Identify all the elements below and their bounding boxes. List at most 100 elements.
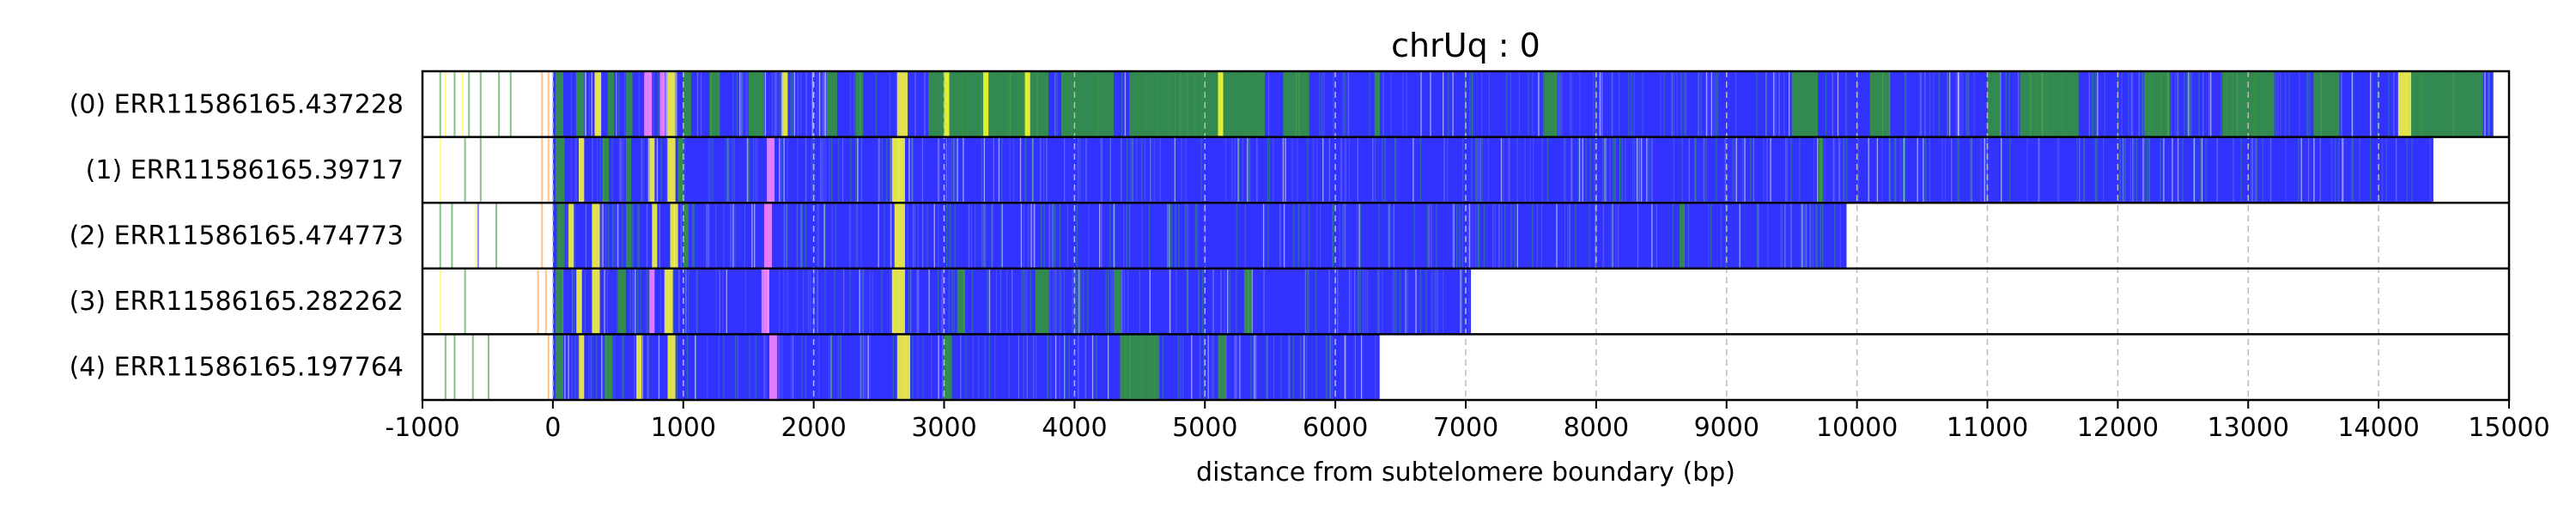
- texture-stripe: [647, 268, 649, 335]
- texture-stripe: [1507, 136, 1509, 203]
- texture-stripe: [2342, 136, 2344, 203]
- texture-stripe: [857, 136, 859, 203]
- texture-stripe: [861, 334, 863, 400]
- texture-stripe: [1951, 136, 1953, 203]
- x-tick-label: 10000: [1816, 413, 1898, 443]
- read-segment: [592, 268, 600, 335]
- texture-stripe: [1177, 334, 1180, 400]
- x-tick-label: 3000: [911, 413, 976, 443]
- texture-stripe: [862, 268, 865, 335]
- texture-stripe: [616, 203, 617, 269]
- read-segment: [782, 71, 788, 137]
- texture-stripe: [1344, 334, 1346, 400]
- texture-stripe: [1638, 136, 1640, 203]
- texture-stripe: [1817, 136, 1819, 203]
- texture-stripe: [805, 334, 807, 400]
- texture-stripe: [1200, 136, 1202, 203]
- pre-boundary-mark: [444, 71, 447, 137]
- texture-stripe: [1452, 203, 1455, 269]
- read-segment: [579, 136, 585, 203]
- texture-stripe: [1064, 334, 1066, 400]
- texture-stripe: [1415, 268, 1417, 335]
- texture-stripe: [2129, 136, 2131, 203]
- texture-stripe: [1178, 203, 1180, 269]
- texture-stripe: [638, 203, 640, 269]
- texture-stripe: [820, 136, 822, 203]
- pre-boundary-mark: [453, 334, 456, 400]
- texture-stripe: [937, 268, 939, 335]
- texture-stripe: [1615, 203, 1617, 269]
- texture-stripe: [1637, 136, 1639, 203]
- texture-stripe: [1149, 268, 1151, 335]
- texture-stripe: [1687, 203, 1689, 269]
- texture-stripe: [1262, 203, 1265, 269]
- texture-stripe: [631, 203, 633, 269]
- texture-stripe: [1614, 136, 1617, 203]
- texture-stripe: [726, 268, 727, 335]
- texture-stripe: [982, 203, 984, 269]
- read-rows: (0) ERR11586165.437228 (1) ERR11586165.39…: [70, 71, 2494, 400]
- texture-stripe: [1141, 203, 1143, 269]
- texture-stripe: [1382, 71, 1384, 137]
- read-segment: [1061, 71, 1114, 137]
- texture-stripe: [960, 334, 962, 400]
- texture-stripe: [1026, 268, 1028, 335]
- texture-stripe: [632, 268, 635, 335]
- texture-stripe: [1640, 136, 1643, 203]
- texture-stripe: [1799, 136, 1801, 203]
- texture-stripe: [749, 334, 750, 400]
- texture-stripe: [685, 268, 687, 335]
- texture-stripe: [1790, 203, 1792, 269]
- texture-stripe: [726, 136, 729, 203]
- texture-stripe: [1431, 203, 1432, 269]
- texture-stripe: [1832, 71, 1833, 137]
- texture-stripe: [790, 334, 792, 400]
- texture-stripe: [911, 136, 914, 203]
- read-segment: [670, 203, 678, 269]
- texture-stripe: [1452, 203, 1454, 269]
- texture-stripe: [1359, 268, 1361, 335]
- texture-stripe: [1080, 268, 1082, 335]
- texture-stripe: [1559, 71, 1562, 137]
- texture-stripe: [1970, 136, 1971, 203]
- texture-stripe: [1564, 203, 1566, 269]
- read-segment: [2313, 71, 2340, 137]
- texture-stripe: [1700, 71, 1702, 137]
- texture-stripe: [728, 136, 730, 203]
- texture-stripe: [2298, 136, 2300, 203]
- texture-stripe: [1903, 136, 1905, 203]
- texture-stripe: [881, 268, 883, 335]
- texture-stripe: [1364, 268, 1367, 335]
- texture-stripe: [641, 334, 643, 400]
- read-segment: [2411, 71, 2483, 137]
- texture-stripe: [948, 268, 950, 335]
- texture-stripe: [1026, 334, 1028, 400]
- texture-stripe: [1436, 203, 1437, 269]
- texture-stripe: [2369, 71, 2372, 137]
- texture-stripe: [2309, 71, 2311, 137]
- texture-stripe: [849, 203, 852, 269]
- texture-stripe: [1329, 334, 1332, 400]
- read-segment: [2143, 71, 2171, 137]
- texture-stripe: [736, 71, 738, 137]
- texture-stripe: [1378, 268, 1381, 335]
- texture-stripe: [1857, 136, 1859, 203]
- texture-stripe: [800, 71, 802, 137]
- texture-stripe: [1452, 71, 1454, 137]
- read-segment: [896, 71, 908, 137]
- texture-stripe: [1083, 268, 1084, 335]
- texture-stripe: [1803, 203, 1806, 269]
- texture-stripe: [638, 71, 640, 137]
- texture-stripe: [1961, 71, 1963, 137]
- texture-stripe: [1307, 268, 1309, 335]
- texture-stripe: [1595, 203, 1597, 269]
- texture-stripe: [751, 203, 753, 269]
- read-label: (2) ERR11586165.474773: [70, 221, 404, 251]
- texture-stripe: [1460, 268, 1461, 335]
- pre-boundary-mark: [468, 71, 471, 137]
- texture-stripe: [1753, 136, 1754, 203]
- texture-stripe: [1121, 71, 1123, 137]
- texture-stripe: [2171, 71, 2172, 137]
- texture-stripe: [1599, 71, 1601, 137]
- texture-stripe: [1529, 136, 1531, 203]
